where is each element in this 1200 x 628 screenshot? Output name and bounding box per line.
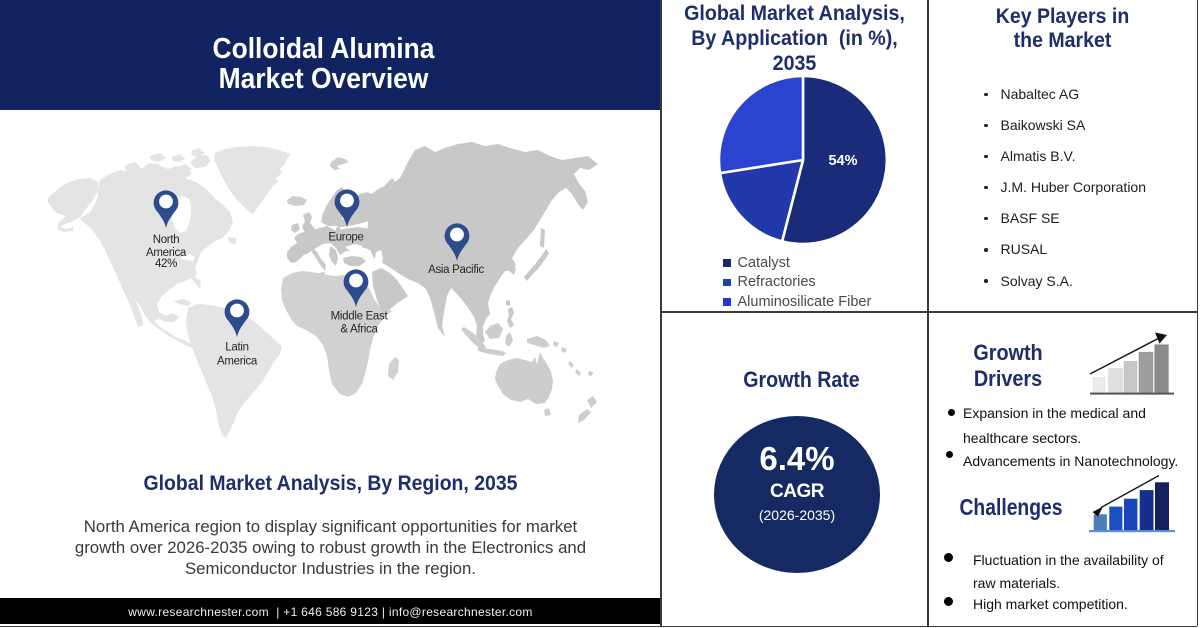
svg-text:Europe: Europe [328, 232, 363, 244]
svg-text:North: North [153, 234, 180, 246]
svg-text:& Africa: & Africa [340, 324, 378, 336]
svg-text:America: America [146, 247, 187, 259]
svg-text:54%: 54% [828, 153, 857, 169]
svg-text:Middle East: Middle East [331, 311, 389, 323]
svg-text:Latin: Latin [225, 342, 248, 354]
svg-text:42%: 42% [155, 258, 177, 270]
svg-text:Asia Pacific: Asia Pacific [428, 264, 484, 276]
svg-text:America: America [217, 356, 258, 368]
